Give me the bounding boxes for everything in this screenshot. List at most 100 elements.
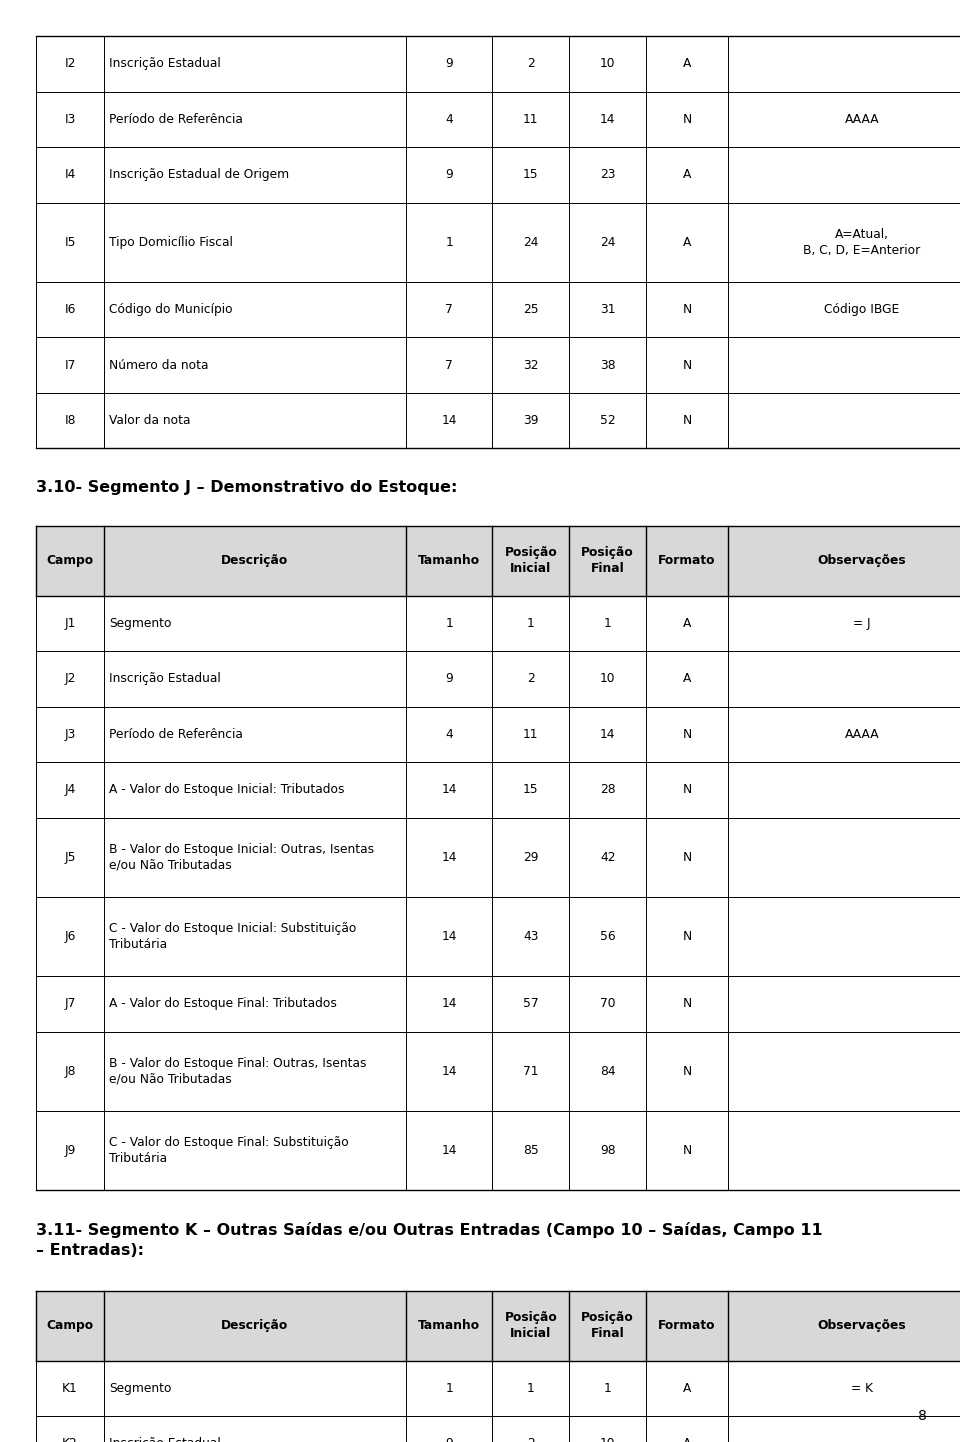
- Text: J8: J8: [64, 1064, 76, 1079]
- Text: 1: 1: [604, 1381, 612, 1394]
- Text: 4: 4: [445, 728, 453, 741]
- Text: N: N: [683, 930, 691, 943]
- Text: 42: 42: [600, 851, 615, 864]
- Text: 38: 38: [600, 359, 615, 372]
- Text: B - Valor do Estoque Inicial: Outras, Isentas
e/ou Não Tributadas: B - Valor do Estoque Inicial: Outras, Is…: [109, 842, 374, 872]
- Text: A - Valor do Estoque Final: Tributados: A - Valor do Estoque Final: Tributados: [109, 998, 337, 1011]
- Text: N: N: [683, 783, 691, 796]
- Text: Tamanho: Tamanho: [419, 1319, 480, 1332]
- Text: 70: 70: [600, 998, 615, 1011]
- Text: 85: 85: [523, 1144, 539, 1158]
- Text: 39: 39: [523, 414, 539, 427]
- Bar: [36, 526, 960, 596]
- Text: 2: 2: [527, 1438, 535, 1442]
- Text: 11: 11: [523, 112, 539, 125]
- Text: Número da nota: Número da nota: [109, 359, 209, 372]
- Text: 14: 14: [442, 851, 457, 864]
- Text: 15: 15: [523, 783, 539, 796]
- Text: N: N: [683, 728, 691, 741]
- Text: A: A: [683, 617, 691, 630]
- Text: 52: 52: [600, 414, 615, 427]
- Text: 10: 10: [600, 58, 615, 71]
- Text: I6: I6: [64, 303, 76, 316]
- Text: 7: 7: [445, 303, 453, 316]
- Text: A: A: [683, 1381, 691, 1394]
- Text: 1: 1: [445, 235, 453, 249]
- Text: Descrição: Descrição: [221, 554, 289, 568]
- Text: 2: 2: [527, 58, 535, 71]
- Text: N: N: [683, 1064, 691, 1079]
- Text: C - Valor do Estoque Inicial: Substituição
Tributária: C - Valor do Estoque Inicial: Substituiç…: [109, 921, 357, 952]
- Text: Descrição: Descrição: [221, 1319, 289, 1332]
- Text: N: N: [683, 359, 691, 372]
- Text: 28: 28: [600, 783, 615, 796]
- Text: N: N: [683, 112, 691, 125]
- Text: 14: 14: [600, 728, 615, 741]
- Text: 71: 71: [523, 1064, 539, 1079]
- Text: 11: 11: [523, 728, 539, 741]
- Text: 43: 43: [523, 930, 539, 943]
- Text: Observações: Observações: [818, 554, 906, 568]
- Text: 10: 10: [600, 672, 615, 685]
- Text: 14: 14: [442, 783, 457, 796]
- Text: 14: 14: [442, 998, 457, 1011]
- Text: K1: K1: [62, 1381, 78, 1394]
- Text: Inscrição Estadual: Inscrição Estadual: [109, 58, 221, 71]
- Text: Inscrição Estadual: Inscrição Estadual: [109, 672, 221, 685]
- Text: N: N: [683, 414, 691, 427]
- Text: AAAA: AAAA: [845, 728, 879, 741]
- Text: Posição
Final: Posição Final: [582, 547, 634, 575]
- Text: Posição
Inicial: Posição Inicial: [505, 1311, 557, 1341]
- Text: 29: 29: [523, 851, 539, 864]
- Text: 98: 98: [600, 1144, 615, 1158]
- Text: Segmento: Segmento: [109, 617, 172, 630]
- Text: 25: 25: [523, 303, 539, 316]
- Text: Formato: Formato: [659, 554, 715, 568]
- Text: Observações: Observações: [818, 1319, 906, 1332]
- Text: Posição
Final: Posição Final: [582, 1311, 634, 1341]
- Text: 14: 14: [442, 414, 457, 427]
- Text: 7: 7: [445, 359, 453, 372]
- Text: Tipo Domicílio Fiscal: Tipo Domicílio Fiscal: [109, 235, 233, 249]
- Text: J7: J7: [64, 998, 76, 1011]
- Text: B - Valor do Estoque Final: Outras, Isentas
e/ou Não Tributadas: B - Valor do Estoque Final: Outras, Isen…: [109, 1057, 367, 1086]
- Text: 56: 56: [600, 930, 615, 943]
- Text: I3: I3: [64, 112, 76, 125]
- Text: AAAA: AAAA: [845, 112, 879, 125]
- Bar: [36, 1291, 960, 1360]
- Text: J5: J5: [64, 851, 76, 864]
- Text: 3.10- Segmento J – Demonstrativo do Estoque:: 3.10- Segmento J – Demonstrativo do Esto…: [36, 480, 458, 495]
- Text: 10: 10: [600, 1438, 615, 1442]
- Text: I7: I7: [64, 359, 76, 372]
- Text: Período de Referência: Período de Referência: [109, 112, 243, 125]
- Text: A - Valor do Estoque Inicial: Tributados: A - Valor do Estoque Inicial: Tributados: [109, 783, 345, 796]
- Text: J3: J3: [64, 728, 76, 741]
- Text: 31: 31: [600, 303, 615, 316]
- Text: 4: 4: [445, 112, 453, 125]
- Text: N: N: [683, 851, 691, 864]
- Text: Período de Referência: Período de Referência: [109, 728, 243, 741]
- Text: K2: K2: [62, 1438, 78, 1442]
- Text: N: N: [683, 1144, 691, 1158]
- Text: J4: J4: [64, 783, 76, 796]
- Text: 32: 32: [523, 359, 539, 372]
- Text: 2: 2: [527, 672, 535, 685]
- Text: Inscrição Estadual de Origem: Inscrição Estadual de Origem: [109, 169, 290, 182]
- Text: Inscrição Estadual: Inscrição Estadual: [109, 1438, 221, 1442]
- Text: I5: I5: [64, 235, 76, 249]
- Text: I4: I4: [64, 169, 76, 182]
- Text: 1: 1: [527, 1381, 535, 1394]
- Text: Tamanho: Tamanho: [419, 554, 480, 568]
- Text: I2: I2: [64, 58, 76, 71]
- Text: 14: 14: [442, 1064, 457, 1079]
- Text: I8: I8: [64, 414, 76, 427]
- Text: J9: J9: [64, 1144, 76, 1158]
- Text: 3.11- Segmento K – Outras Saídas e/ou Outras Entradas (Campo 10 – Saídas, Campo : 3.11- Segmento K – Outras Saídas e/ou Ou…: [36, 1221, 823, 1257]
- Text: Campo: Campo: [46, 554, 94, 568]
- Text: = K: = K: [852, 1381, 873, 1394]
- Text: 8: 8: [918, 1409, 926, 1423]
- Text: Valor da nota: Valor da nota: [109, 414, 191, 427]
- Text: N: N: [683, 303, 691, 316]
- Text: 14: 14: [442, 930, 457, 943]
- Text: A: A: [683, 169, 691, 182]
